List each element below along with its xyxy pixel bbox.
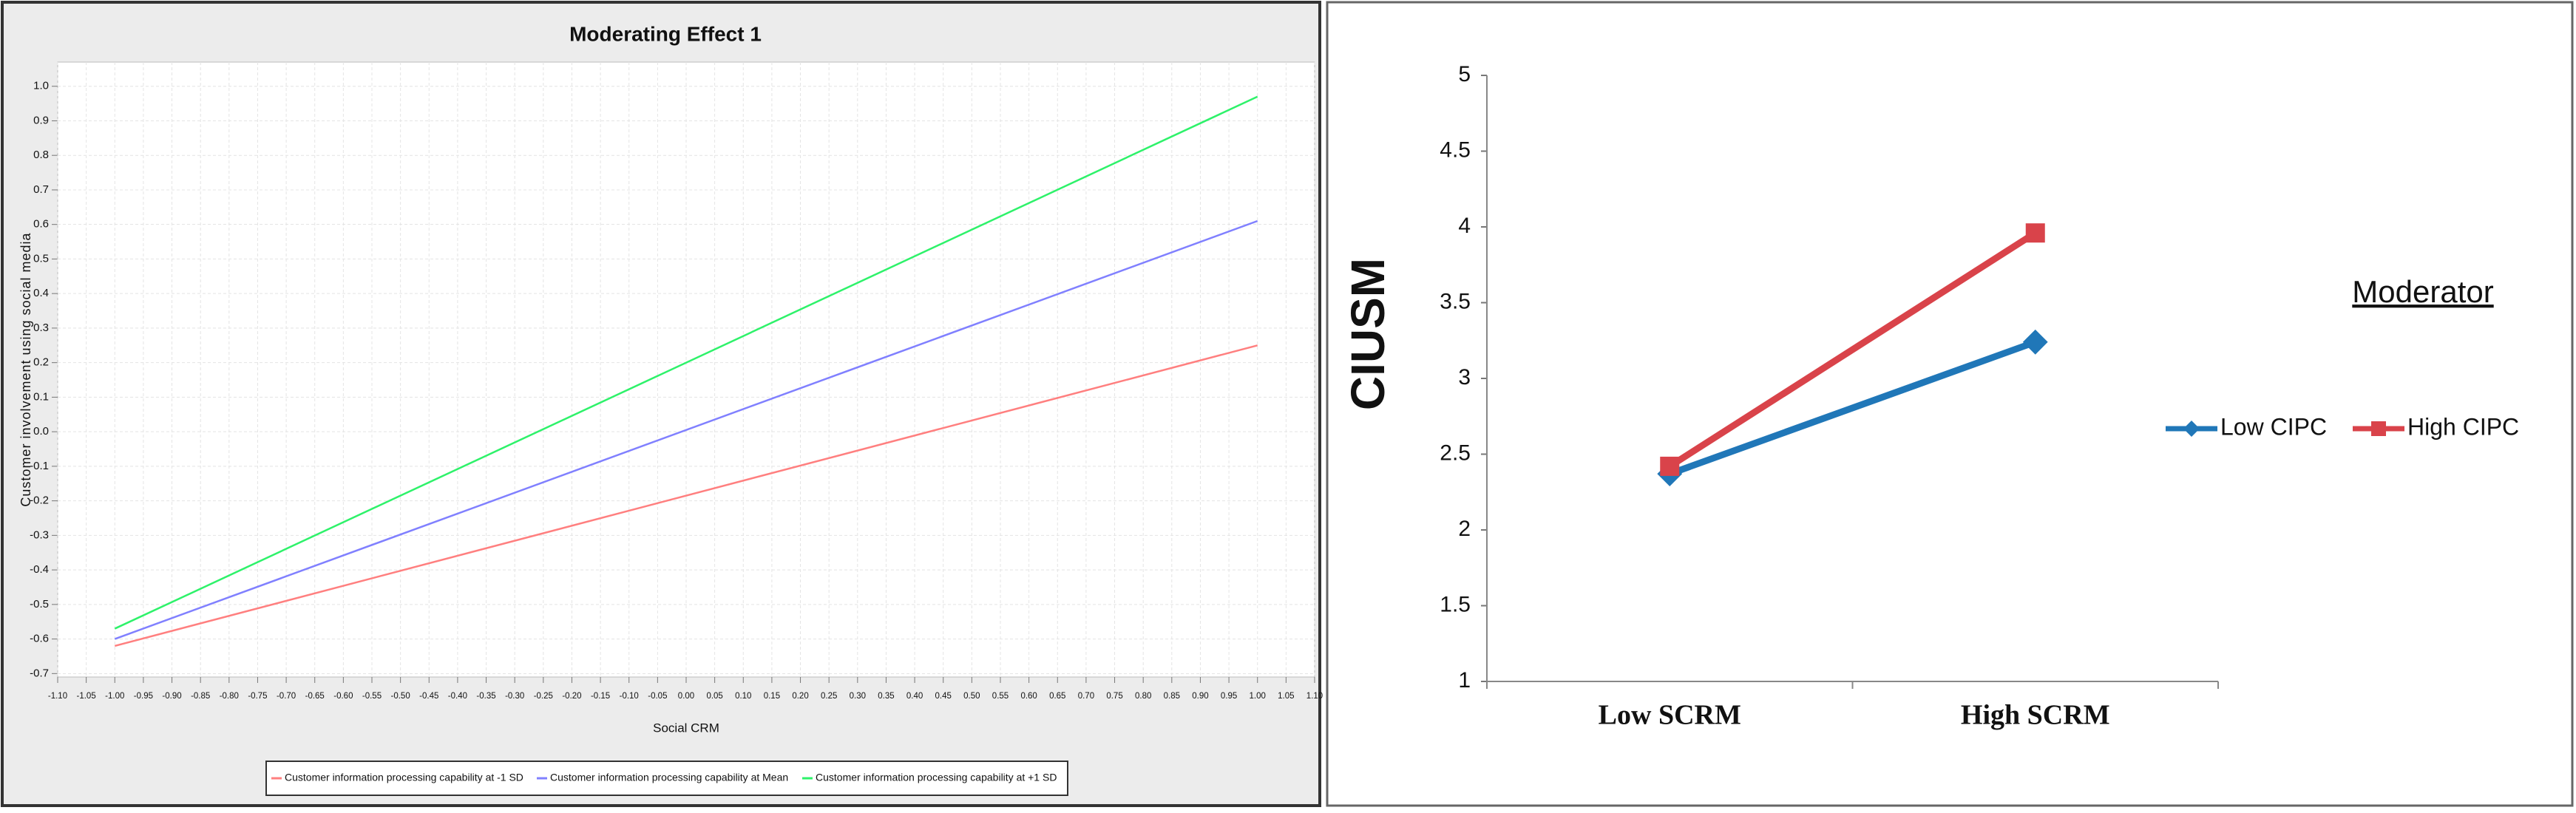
legend-label: High CIPC	[2407, 413, 2519, 440]
legend-title: Moderator	[2352, 274, 2493, 309]
x-tick-label: -0.45	[419, 692, 438, 701]
legend-label: Low CIPC	[2220, 413, 2327, 440]
legend-marker	[2183, 421, 2200, 437]
x-tick-label: -0.90	[162, 692, 181, 701]
legend-marker	[2371, 421, 2386, 436]
x-tick-label: 0.30	[850, 692, 866, 701]
x-tick-label: 0.10	[735, 692, 751, 701]
series-line	[1667, 230, 2038, 469]
marker	[2022, 329, 2048, 355]
y-tick-label: 0.3	[33, 322, 49, 334]
y-tick-label: 4.5	[1440, 137, 1471, 162]
x-tick-label: 1.00	[1250, 692, 1266, 701]
x-tick-label: 1.10	[1306, 692, 1323, 701]
series-line	[1668, 339, 2037, 477]
y-tick-label: -0.6	[30, 633, 49, 645]
y-tick-label: 0.8	[33, 149, 49, 161]
x-tick-label: -0.75	[248, 692, 267, 701]
y-tick-label: -0.4	[30, 563, 49, 576]
x-tick-label: -0.30	[505, 692, 524, 701]
right-panel	[1326, 1, 2574, 807]
x-tick-label: 0.00	[678, 692, 694, 701]
x-tick-label: 1.05	[1278, 692, 1294, 701]
legend-label: Customer information processing capabili…	[550, 772, 788, 783]
y-tick-label: 0.2	[33, 356, 49, 369]
y-tick-label: 0.5	[33, 252, 49, 265]
y-axis-label: Customer involvement using social media	[18, 232, 33, 506]
x-tick-label: 0.65	[1049, 692, 1065, 701]
series-line	[114, 344, 1258, 647]
x-tick-label: -0.60	[333, 692, 353, 701]
x-tick-label: 0.40	[906, 692, 923, 701]
x-tick-label: 0.50	[963, 692, 980, 701]
y-tick-label: 4	[1458, 214, 1471, 238]
x-tick-label: -0.25	[534, 692, 553, 701]
y-tick-label: 0.7	[33, 183, 49, 196]
y-tick-label: 3.5	[1440, 289, 1471, 313]
y-tick-label: -0.2	[30, 494, 49, 507]
x-tick-label: 0.75	[1106, 692, 1122, 701]
x-tick-label: -0.55	[362, 692, 382, 701]
x-tick-label: High SCRM	[1961, 700, 2110, 731]
x-tick-label: 0.80	[1135, 692, 1151, 701]
x-tick-label: -0.15	[591, 692, 610, 701]
y-tick-label: 0.9	[33, 114, 49, 126]
y-tick-label: 1	[1458, 668, 1471, 693]
x-tick-label: 0.70	[1078, 692, 1094, 701]
chart-title: Moderating Effect 1	[569, 22, 762, 45]
x-tick-label: 0.95	[1221, 692, 1237, 701]
y-tick-label: 3	[1458, 365, 1471, 390]
x-tick-label: -0.70	[277, 692, 296, 701]
x-tick-label: -0.35	[476, 692, 495, 701]
x-tick-label: -0.50	[391, 692, 410, 701]
x-tick-label: -0.95	[134, 692, 153, 701]
x-tick-label: 0.60	[1020, 692, 1037, 701]
x-tick-label: 0.90	[1192, 692, 1208, 701]
y-axis-label: CIUSM	[1341, 258, 1394, 410]
y-tick-label: -0.3	[30, 528, 49, 541]
x-tick-label: 0.25	[821, 692, 837, 701]
x-tick-label: 0.20	[792, 692, 808, 701]
x-tick-label: 0.35	[878, 692, 894, 701]
x-tick-label: -1.10	[48, 692, 67, 701]
x-tick-label: -1.00	[105, 692, 124, 701]
x-tick-label: -0.40	[448, 692, 467, 701]
x-tick-label: -0.85	[191, 692, 210, 701]
y-tick-label: 5	[1458, 62, 1471, 86]
y-tick-label: -0.1	[30, 460, 49, 472]
x-tick-label: 0.15	[764, 692, 780, 701]
series-line	[114, 95, 1258, 630]
legend-label: Customer information processing capabili…	[816, 772, 1057, 783]
legend-label: Customer information processing capabili…	[285, 772, 523, 783]
y-tick-label: -0.7	[30, 667, 49, 679]
x-tick-label: -0.80	[220, 692, 239, 701]
x-tick-label: 0.05	[706, 692, 722, 701]
x-tick-label: 0.45	[935, 692, 952, 701]
y-tick-label: 1.5	[1440, 592, 1471, 616]
y-tick-label: 0.0	[33, 425, 49, 438]
x-tick-label: -1.05	[77, 692, 96, 701]
y-tick-label: 2.5	[1440, 440, 1471, 465]
y-tick-label: 2	[1458, 517, 1471, 541]
marker	[2025, 223, 2045, 243]
y-tick-label: -0.5	[30, 598, 49, 610]
x-tick-label: 0.55	[992, 692, 1009, 701]
y-tick-label: 0.4	[33, 287, 49, 299]
series-line	[114, 220, 1258, 640]
x-tick-label: Low SCRM	[1599, 700, 1741, 731]
marker	[1660, 456, 1680, 476]
y-tick-label: 1.0	[33, 80, 49, 92]
y-tick-label: 0.1	[33, 390, 49, 403]
x-tick-label: -0.65	[305, 692, 325, 701]
x-tick-label: -0.20	[562, 692, 581, 701]
y-tick-label: 0.6	[33, 218, 49, 231]
x-tick-label: -0.10	[620, 692, 639, 701]
x-axis-label: Social CRM	[653, 721, 719, 735]
x-tick-label: 0.85	[1164, 692, 1180, 701]
legend-box	[265, 761, 1068, 796]
x-tick-label: -0.05	[648, 692, 667, 701]
